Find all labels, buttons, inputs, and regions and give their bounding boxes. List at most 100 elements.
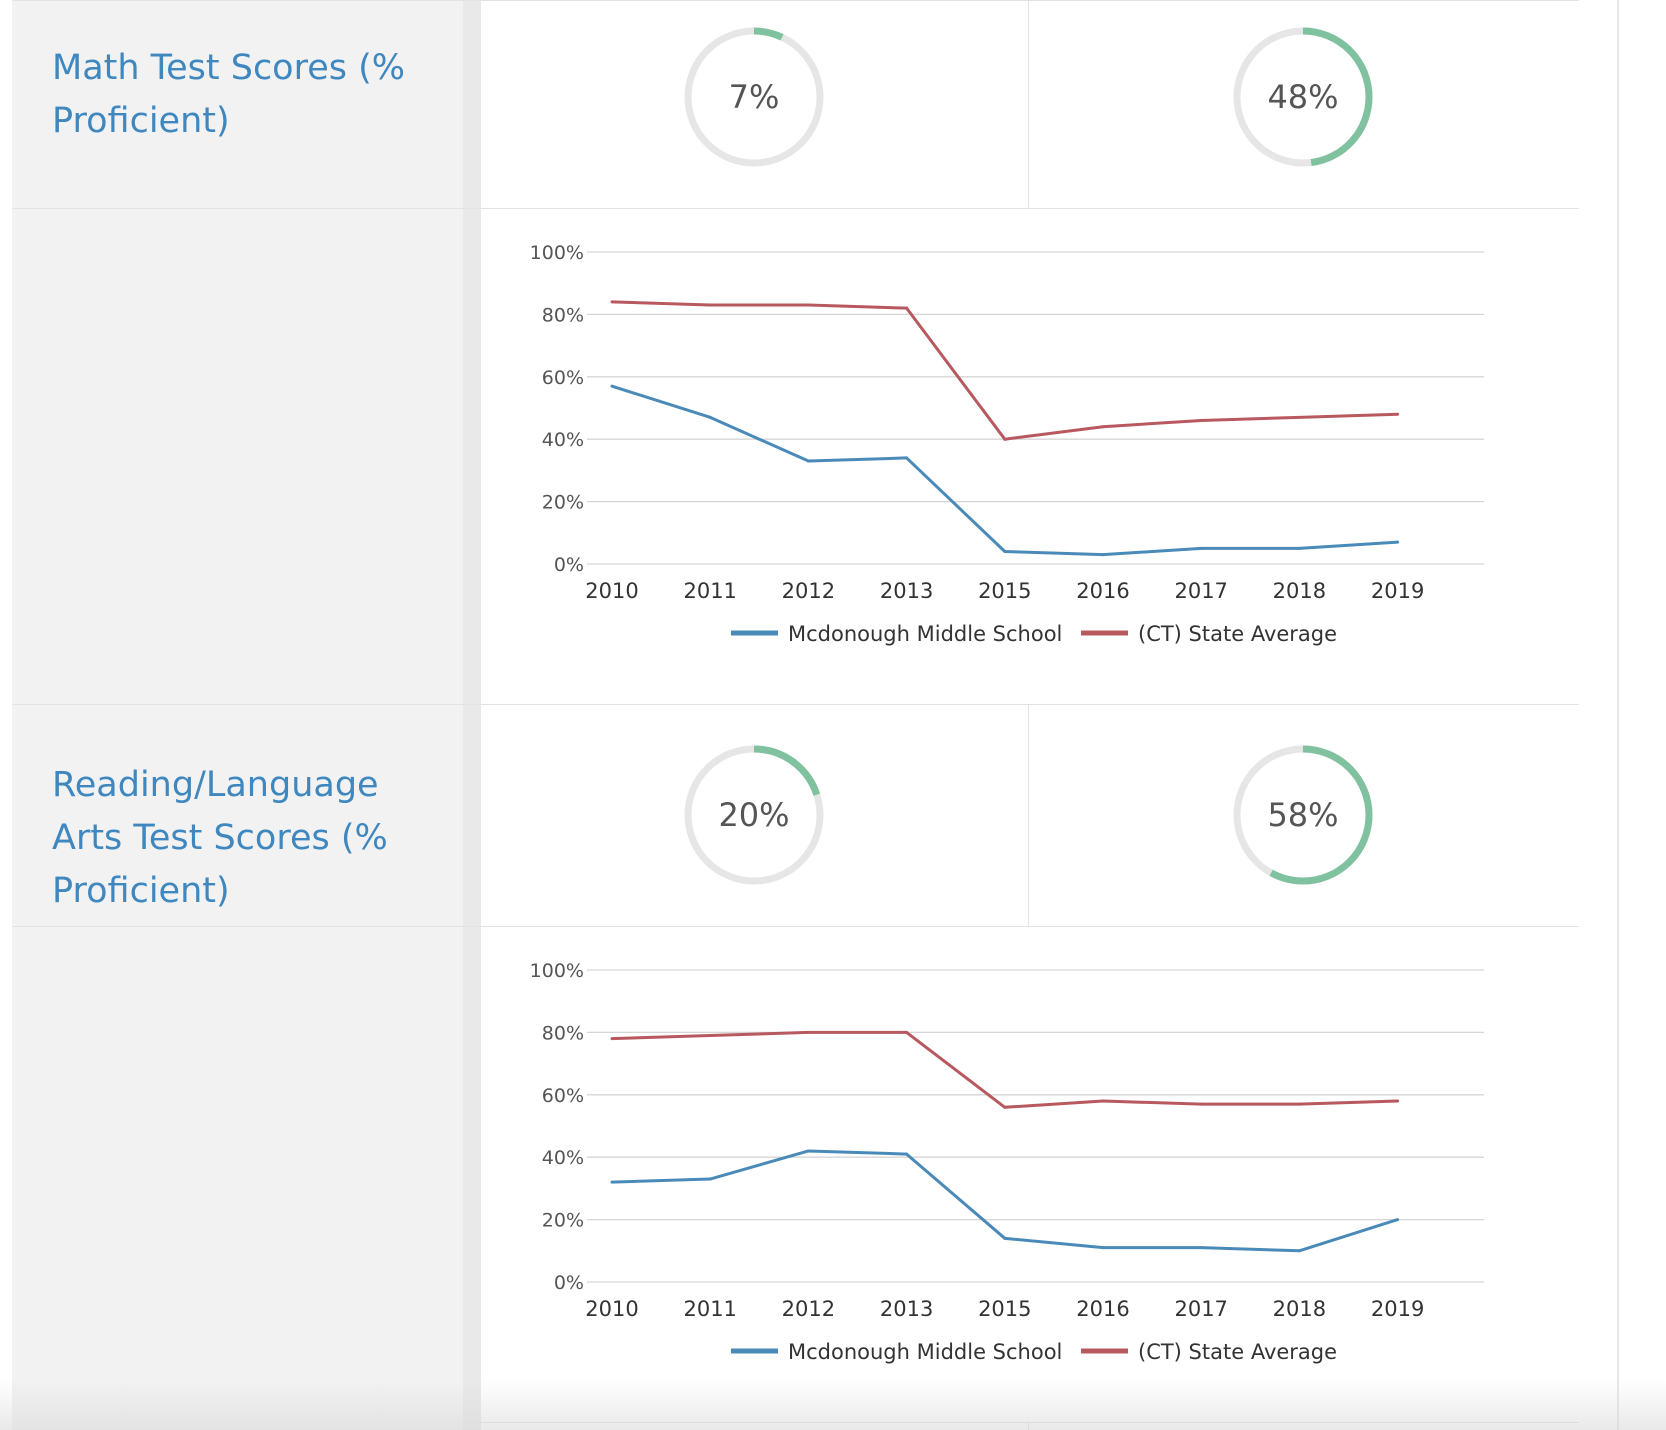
right-border [1617, 0, 1619, 1430]
x-tick-label: 2018 [1273, 1297, 1326, 1321]
y-tick-label: 80% [542, 304, 584, 326]
math-school-percent: 7% [728, 78, 780, 116]
data-point [708, 1034, 712, 1038]
data-point [806, 1030, 810, 1034]
data-point [610, 384, 614, 388]
data-point [1396, 1099, 1400, 1103]
reading-line-chart: 0% 20% 40% 60% 80% 100% 2010 2011 2012 2013 2015 20… [530, 960, 1484, 1364]
x-tick-label: 2012 [782, 1297, 835, 1321]
y-tick-label: 20% [542, 1210, 584, 1232]
math-state-donut: 48% [1231, 25, 1375, 169]
math-section-title: Math Test Scores (% Proficient) [52, 48, 406, 141]
data-point [610, 300, 614, 304]
donut-fill [684, 745, 824, 885]
legend-label: (CT) State Average [1138, 1340, 1337, 1364]
reading-state-donut-svg [1233, 745, 1373, 885]
x-tick-label: 2012 [782, 579, 835, 603]
y-tick-label: 0% [554, 554, 584, 576]
data-point [806, 459, 810, 463]
y-tick-label: 0% [554, 1272, 584, 1294]
x-tick-label: 2016 [1076, 1297, 1129, 1321]
data-point [806, 1149, 810, 1153]
left-label-column [12, 0, 463, 1430]
reading-school-donut-svg [684, 745, 824, 885]
data-point [610, 1037, 614, 1041]
data-point [708, 303, 712, 307]
x-tick-label: 2011 [683, 579, 736, 603]
data-point [1297, 1102, 1301, 1106]
x-tick-label: 2018 [1273, 579, 1326, 603]
x-tick-label: 2013 [880, 579, 933, 603]
x-tick-label: 2015 [978, 579, 1031, 603]
x-tick-label: 2010 [585, 1297, 638, 1321]
data-point [1396, 1218, 1400, 1222]
data-point [610, 1180, 614, 1184]
data-point [708, 1177, 712, 1181]
data-point [1101, 553, 1105, 557]
x-tick-label: 2019 [1371, 1297, 1424, 1321]
data-point [1199, 546, 1203, 550]
reading-state-percent: 58% [1267, 796, 1339, 834]
data-point [1101, 1099, 1105, 1103]
reading-state-donut: 58% [1231, 743, 1375, 887]
series-line-school [611, 1149, 1399, 1253]
data-point [1297, 546, 1301, 550]
y-tick-label: 100% [530, 960, 584, 982]
row-separator [12, 704, 1579, 705]
data-point [1003, 437, 1007, 441]
row-separator [12, 208, 1579, 209]
reading-school-donut: 20% [682, 743, 826, 887]
data-point [1199, 418, 1203, 422]
donut-fill [684, 27, 824, 167]
math-state-donut-svg [1233, 27, 1373, 167]
legend-label: (CT) State Average [1138, 622, 1337, 646]
legend-label: Mcdonough Middle School [788, 622, 1062, 646]
data-point [905, 306, 909, 310]
data-point [1003, 1105, 1007, 1109]
x-tick-label: 2011 [683, 1297, 736, 1321]
cell-separator [1028, 0, 1029, 208]
data-point [905, 456, 909, 460]
x-tick-label: 2015 [978, 1297, 1031, 1321]
bottom-fade [0, 1380, 1666, 1430]
x-tick-label: 2010 [585, 579, 638, 603]
data-point [1101, 425, 1105, 429]
data-point [1101, 1246, 1105, 1250]
x-tick-label: 2017 [1174, 579, 1227, 603]
y-tick-label: 100% [530, 242, 584, 264]
data-point [806, 303, 810, 307]
legend-label: Mcdonough Middle School [788, 1340, 1062, 1364]
x-tick-label: 2016 [1076, 579, 1129, 603]
y-tick-label: 60% [542, 1085, 584, 1107]
row-separator [12, 0, 1579, 1]
y-tick-label: 20% [542, 492, 584, 514]
donut-fill [1233, 745, 1373, 885]
data-point [1297, 415, 1301, 419]
y-tick-label: 60% [542, 367, 584, 389]
math-state-percent: 48% [1267, 78, 1339, 116]
reading-school-percent: 20% [718, 796, 790, 834]
series-line-state [611, 1030, 1398, 1109]
math-school-donut: 7% [682, 25, 826, 169]
data-point [1396, 412, 1400, 416]
data-point [1199, 1246, 1203, 1250]
data-point [905, 1152, 909, 1156]
data-point [1003, 1236, 1007, 1240]
y-tick-label: 80% [542, 1022, 584, 1044]
data-point [1297, 1249, 1301, 1253]
math-school-donut-svg [684, 27, 824, 167]
y-tick-label: 40% [542, 1147, 584, 1169]
x-tick-label: 2017 [1174, 1297, 1227, 1321]
data-point [1396, 540, 1400, 544]
math-line-chart: 0% 20% 40% 60% 80% 100% 2010 2011 2012 2013 2015 20… [530, 242, 1484, 646]
x-tick-label: 2013 [880, 1297, 933, 1321]
cell-separator [1028, 704, 1029, 926]
data-point [1003, 550, 1007, 554]
x-tick-label: 2019 [1371, 579, 1424, 603]
y-tick-label: 40% [542, 429, 584, 451]
row-separator [12, 926, 1579, 927]
data-point [1199, 1102, 1203, 1106]
series-line-school [611, 384, 1398, 557]
series-line-state [611, 300, 1398, 441]
